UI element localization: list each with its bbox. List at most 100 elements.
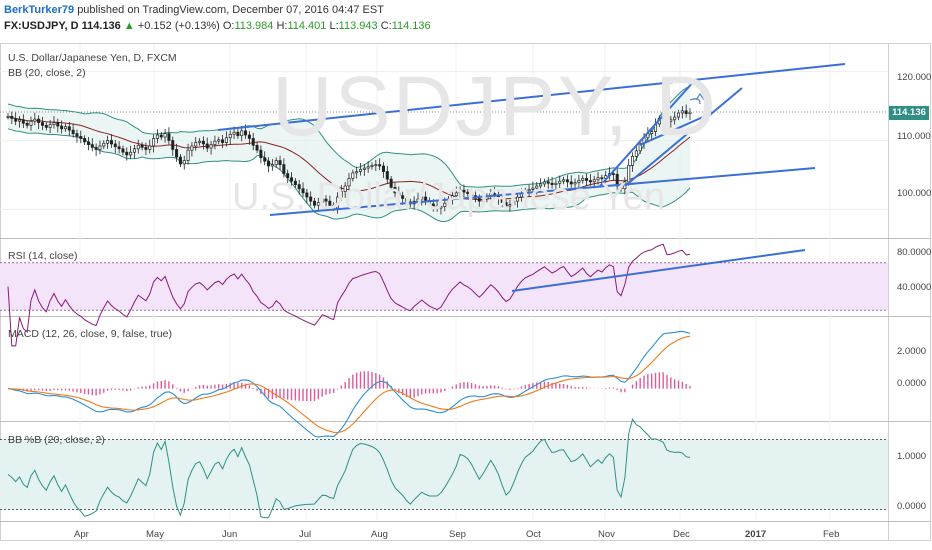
candle-body <box>585 178 589 181</box>
open-value: 113.984 <box>234 20 274 32</box>
candle-body <box>516 196 520 202</box>
candle-body <box>247 134 251 139</box>
candle-body <box>470 193 474 196</box>
candle-body <box>343 185 347 192</box>
x-tick-sep: Sep <box>449 529 466 540</box>
rsi-label: RSI (14, close) <box>8 250 78 262</box>
candle-body <box>581 178 585 181</box>
candle-body <box>83 138 87 143</box>
candle-body <box>443 202 447 208</box>
candle-body <box>565 179 569 183</box>
candle-body <box>251 138 255 146</box>
channel-lower-trendline <box>269 167 816 216</box>
candle-body <box>677 112 681 118</box>
candle-body <box>244 130 248 136</box>
candle-body <box>106 140 110 144</box>
candle-body <box>508 204 512 207</box>
candle-body <box>213 140 217 145</box>
candle-body <box>293 180 297 185</box>
bb-lower-band <box>7 128 691 223</box>
high-label: H: <box>276 20 288 32</box>
candle-body <box>347 178 351 187</box>
candle-body <box>374 164 378 166</box>
candle-body <box>178 156 182 165</box>
candle-body <box>305 192 309 198</box>
candle-body <box>148 145 152 150</box>
candle-body <box>278 160 282 165</box>
candle-body <box>282 164 286 174</box>
candle-body <box>63 126 67 130</box>
price-tick-100: 100.000 <box>897 188 932 199</box>
close-value: 114.136 <box>391 20 431 32</box>
projection-arrowhead-icon <box>695 92 705 101</box>
candle-body <box>121 148 125 153</box>
candle-body <box>274 160 278 165</box>
candle-body <box>270 164 274 167</box>
up-arrow-icon: ▲ <box>123 20 135 32</box>
candle-body <box>67 126 71 131</box>
candle-body <box>236 131 240 137</box>
candle-body <box>477 198 481 202</box>
macd-signal-line <box>7 335 691 434</box>
candle-body <box>420 196 424 200</box>
candle-body <box>439 206 443 209</box>
candle-body <box>263 157 267 162</box>
candle-body <box>673 116 677 121</box>
candle-body <box>535 185 539 189</box>
candle-body <box>228 133 232 139</box>
candle-body <box>381 165 385 172</box>
pctb-tick-0: 0.0000 <box>897 501 927 512</box>
bb-band-fill <box>8 86 690 222</box>
candle-body <box>309 196 313 202</box>
candle-body <box>362 167 366 170</box>
last-price: 114.136 <box>81 20 121 32</box>
candle-body <box>224 137 228 143</box>
candle-body <box>10 116 14 119</box>
candle-body <box>512 200 516 205</box>
candle-body <box>339 191 343 198</box>
x-tick-2017: 2017 <box>745 529 767 540</box>
close-label: C: <box>380 20 392 32</box>
short-support-line <box>639 112 713 146</box>
candle-body <box>25 122 29 126</box>
candle-body <box>562 179 566 182</box>
candle-body <box>86 141 90 145</box>
candle-body <box>175 149 179 158</box>
candle-body <box>14 118 18 122</box>
candle-body <box>132 148 136 153</box>
candle-body <box>198 140 202 143</box>
candle-body <box>140 144 144 148</box>
candle-body <box>286 173 290 179</box>
author-link[interactable]: BerkTurker79 <box>4 4 75 16</box>
candle-body <box>21 119 25 124</box>
candle-body <box>462 189 466 193</box>
candle-body <box>328 200 332 206</box>
candle-body <box>634 150 638 157</box>
candle-body <box>255 144 259 151</box>
steep-channel-lower-line <box>624 87 743 187</box>
candle-body <box>6 116 10 118</box>
published-text: published on TradingView.com, December 0… <box>77 4 384 16</box>
candle-body <box>152 138 156 147</box>
x-tick-aug: Aug <box>371 529 388 540</box>
candle-body <box>588 180 592 183</box>
x-tick-nov: Nov <box>598 529 615 540</box>
candle-body <box>611 173 615 175</box>
candle-body <box>351 172 355 179</box>
pctb-band-fill <box>0 439 888 510</box>
bb-upper-band <box>7 85 691 188</box>
candle-body <box>466 191 470 194</box>
candle-body <box>573 182 577 185</box>
candle-body <box>186 149 190 161</box>
candle-body <box>117 146 121 150</box>
candle-body <box>389 178 393 188</box>
candle-body <box>129 151 133 156</box>
candle-body <box>378 164 382 167</box>
candle-body <box>102 142 106 147</box>
symbol-label: FX:USDJPY, D <box>4 20 79 32</box>
pctb-tick-1: 1.0000 <box>897 451 927 462</box>
candle-body <box>650 131 654 134</box>
candle-body <box>194 142 198 147</box>
candle-body <box>240 130 244 137</box>
macd-line <box>7 330 691 438</box>
